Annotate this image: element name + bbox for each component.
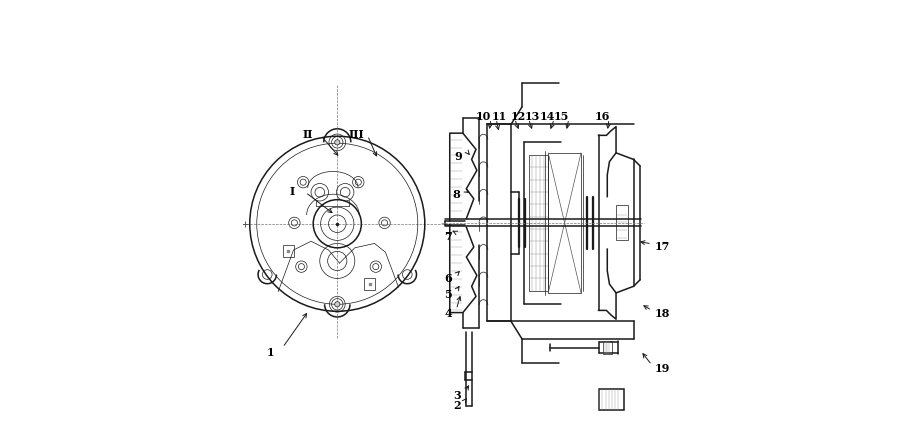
Text: 8: 8 xyxy=(453,188,460,199)
Bar xyxy=(364,279,375,290)
Bar xyxy=(603,341,612,354)
Text: 12: 12 xyxy=(510,111,526,122)
Bar xyxy=(529,155,548,291)
Text: 7: 7 xyxy=(444,230,452,241)
Circle shape xyxy=(334,141,340,146)
Text: 5: 5 xyxy=(444,289,452,300)
Text: 14: 14 xyxy=(540,111,555,122)
Bar xyxy=(616,206,628,241)
Bar xyxy=(548,153,581,293)
Text: II: II xyxy=(303,128,313,139)
Text: 15: 15 xyxy=(554,111,569,122)
Text: 16: 16 xyxy=(594,111,610,122)
Text: 6: 6 xyxy=(444,272,452,283)
Bar xyxy=(599,389,624,410)
Text: 17: 17 xyxy=(655,240,670,251)
Text: 4: 4 xyxy=(444,307,452,318)
Circle shape xyxy=(334,302,340,307)
Text: 18: 18 xyxy=(655,307,670,318)
Text: 13: 13 xyxy=(524,111,540,122)
Text: 2: 2 xyxy=(453,399,460,410)
Text: III: III xyxy=(348,128,364,139)
Text: 11: 11 xyxy=(492,111,507,122)
Text: 3: 3 xyxy=(453,389,461,400)
Bar xyxy=(283,246,294,257)
Text: 1: 1 xyxy=(266,347,274,358)
Text: 19: 19 xyxy=(655,362,670,373)
Text: 9: 9 xyxy=(455,150,462,161)
Text: I: I xyxy=(289,185,295,196)
Text: 10: 10 xyxy=(475,111,491,122)
